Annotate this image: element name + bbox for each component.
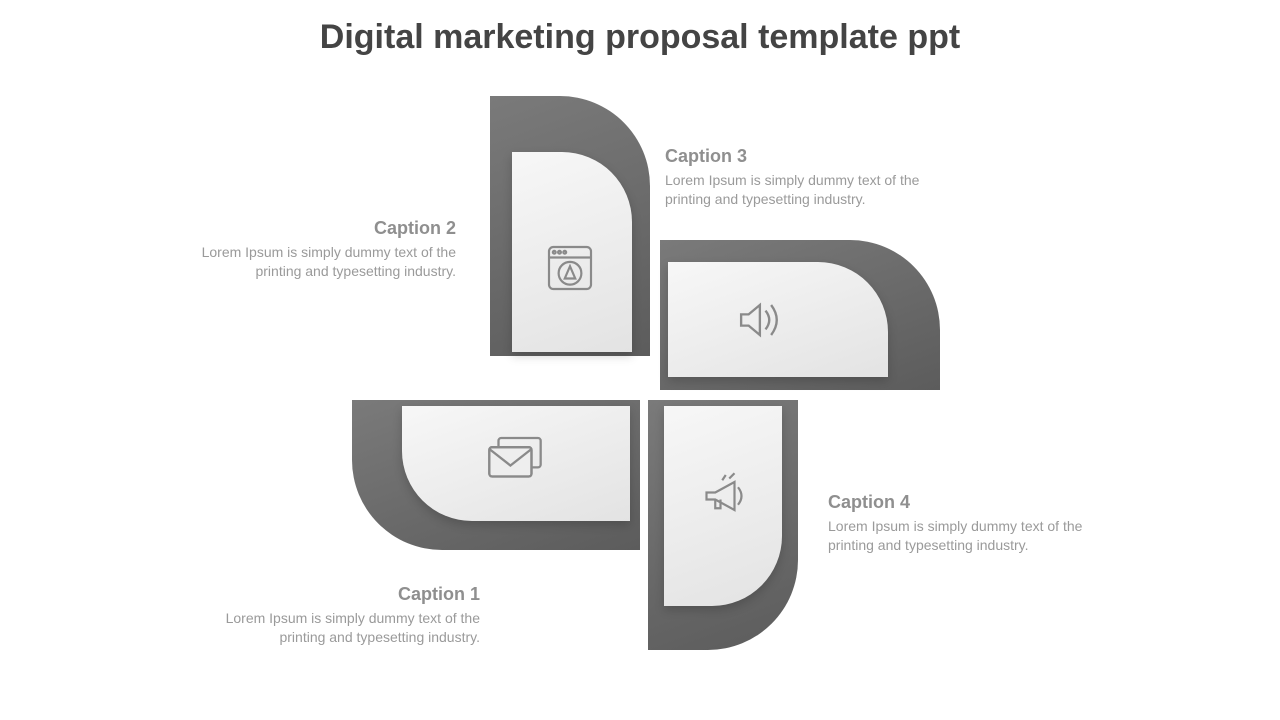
caption-2-heading: Caption 2 — [156, 218, 456, 239]
envelope-icon — [470, 420, 560, 500]
page-title: Digital marketing proposal template ppt — [0, 18, 1280, 57]
caption-1-text: Lorem Ipsum is simply dummy text of the … — [180, 609, 480, 647]
caption-1: Caption 1 Lorem Ipsum is simply dummy te… — [180, 584, 480, 647]
speaker-icon — [718, 280, 798, 360]
slide: Digital marketing proposal template ppt — [0, 0, 1280, 720]
caption-3-text: Lorem Ipsum is simply dummy text of the … — [665, 171, 965, 209]
caption-4-text: Lorem Ipsum is simply dummy text of the … — [828, 517, 1128, 555]
caption-3-heading: Caption 3 — [665, 146, 965, 167]
caption-2: Caption 2 Lorem Ipsum is simply dummy te… — [156, 218, 456, 281]
browser-compass-icon — [530, 228, 610, 308]
megaphone-icon — [684, 456, 764, 536]
caption-1-heading: Caption 1 — [180, 584, 480, 605]
caption-2-text: Lorem Ipsum is simply dummy text of the … — [156, 243, 456, 281]
caption-4: Caption 4 Lorem Ipsum is simply dummy te… — [828, 492, 1128, 555]
caption-4-heading: Caption 4 — [828, 492, 1128, 513]
caption-3: Caption 3 Lorem Ipsum is simply dummy te… — [665, 146, 965, 209]
